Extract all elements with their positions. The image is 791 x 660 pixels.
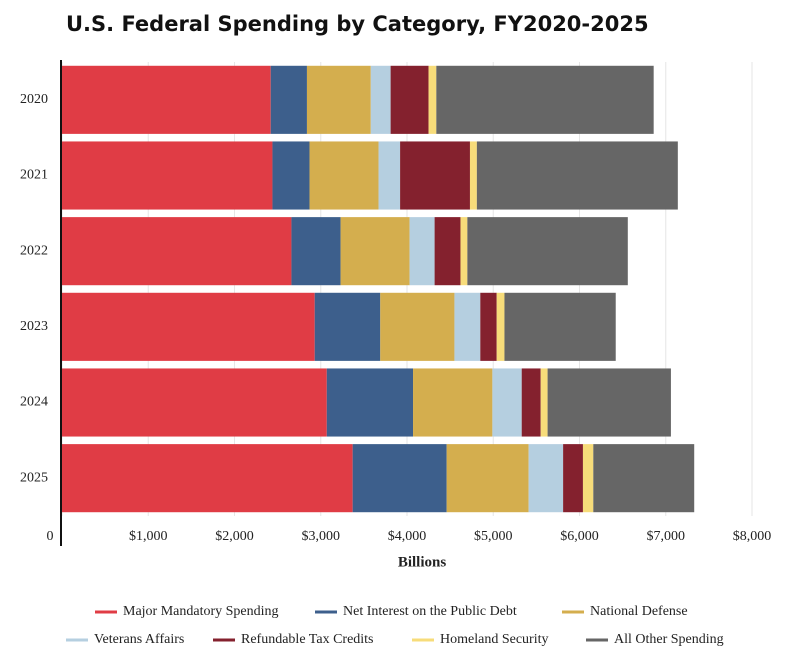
x-tick-label: 0 <box>47 529 54 544</box>
bar-segment <box>547 368 671 437</box>
bar-segment <box>428 65 437 134</box>
y-tick-label: 2023 <box>20 319 48 334</box>
legend-label: All Other Spending <box>614 632 724 647</box>
legend-label: Net Interest on the Public Debt <box>343 604 517 619</box>
bar-segment <box>352 444 447 513</box>
y-tick-label: 2025 <box>20 470 48 485</box>
bar-segment <box>480 292 497 361</box>
bar-segment <box>380 292 455 361</box>
bar-segment <box>400 141 470 210</box>
x-axis-label: Billions <box>398 554 447 570</box>
x-tick-label: $2,000 <box>215 529 254 544</box>
legend-label: Veterans Affairs <box>94 632 184 647</box>
bar-segment <box>270 65 307 134</box>
x-tick-label: $3,000 <box>302 529 341 544</box>
bar-segment <box>306 65 371 134</box>
legend-label: Major Mandatory Spending <box>123 604 279 619</box>
bar-segment <box>378 141 401 210</box>
chart-title: U.S. Federal Spending by Category, FY202… <box>66 12 649 36</box>
x-tick-label: $4,000 <box>388 529 427 544</box>
bar-segment <box>563 444 583 513</box>
bar-segment <box>582 444 594 513</box>
bar-segment <box>62 217 292 286</box>
bar-segment <box>460 217 468 286</box>
bar-segment <box>413 368 493 437</box>
bar-segment <box>291 217 341 286</box>
bar-segment <box>309 141 379 210</box>
x-tick-label: $5,000 <box>474 529 513 544</box>
x-tick-label: $7,000 <box>647 529 686 544</box>
bar-segment <box>62 292 315 361</box>
bar-segment <box>521 368 541 437</box>
legend-label: Refundable Tax Credits <box>241 632 374 647</box>
bar-segment <box>454 292 481 361</box>
x-tick-label: $1,000 <box>129 529 168 544</box>
bar-segment <box>62 368 327 437</box>
bar-segment <box>436 65 654 134</box>
legend-label: Homeland Security <box>440 632 548 647</box>
bar-segment <box>469 141 477 210</box>
bar-segment <box>492 368 522 437</box>
bar-segment <box>476 141 678 210</box>
grid <box>61 62 753 516</box>
bar-segment <box>62 141 273 210</box>
bar-segment <box>540 368 548 437</box>
bar-segment <box>504 292 616 361</box>
y-tick-label: 2022 <box>20 243 48 258</box>
bar-segment <box>340 217 410 286</box>
x-tick-label: $6,000 <box>560 529 599 544</box>
bar-segment <box>272 141 310 210</box>
bar-segment <box>467 217 628 286</box>
bar-segment <box>409 217 435 286</box>
y-tick-label: 2020 <box>20 92 48 107</box>
bar-segment <box>528 444 564 513</box>
bar-segment <box>434 217 461 286</box>
legend-label: National Defense <box>590 604 688 619</box>
x-tick-label: $8,000 <box>733 529 772 544</box>
bar-segment <box>593 444 695 513</box>
bar-segment <box>446 444 529 513</box>
bar-segment <box>314 292 381 361</box>
bar-segment <box>390 65 429 134</box>
bar-segment <box>62 65 271 134</box>
bar-segment <box>496 292 505 361</box>
y-tick-label: 2024 <box>20 395 48 410</box>
y-tick-label: 2021 <box>20 168 48 183</box>
bar-segment <box>62 444 353 513</box>
bar-segment <box>326 368 414 437</box>
bar-segment <box>370 65 391 134</box>
